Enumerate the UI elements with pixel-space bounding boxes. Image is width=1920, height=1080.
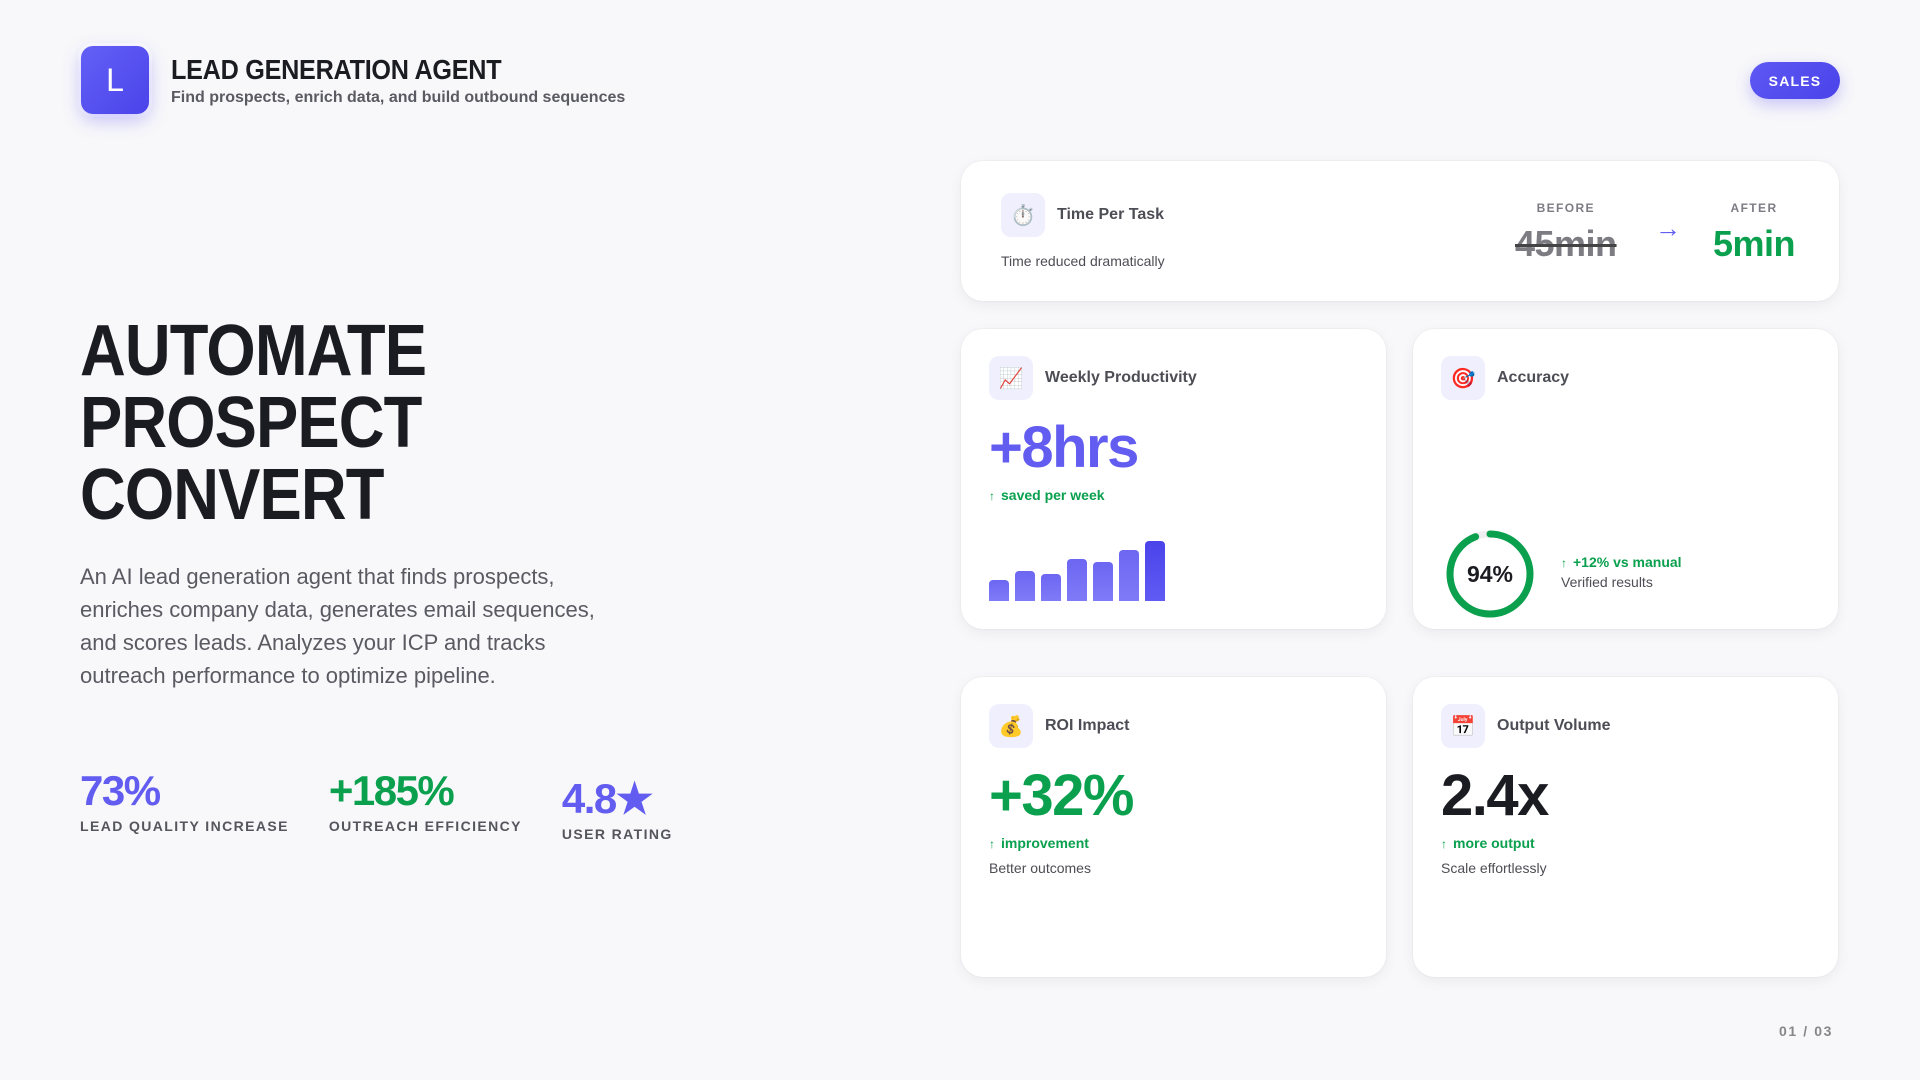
- category-badge[interactable]: SALES: [1750, 62, 1840, 99]
- chart-increasing-icon: 📈: [989, 356, 1033, 400]
- progress-ring: 94%: [1445, 529, 1535, 619]
- metric-note: Verified results: [1561, 574, 1653, 590]
- stats-row: 73% LEAD QUALITY INCREASE +185% OUTREACH…: [80, 768, 713, 843]
- chart-bar: [989, 580, 1009, 601]
- arrow-up-icon: ↑: [989, 837, 995, 851]
- after-block: AFTER 5min: [1713, 201, 1796, 265]
- chart-bar: [1093, 562, 1113, 601]
- chart-bar: [1015, 571, 1035, 601]
- chart-bar: [1145, 541, 1165, 601]
- metric-value: +32%: [989, 763, 1134, 828]
- stat-value: +185%: [328, 767, 455, 814]
- arrow-up-icon: ↑: [989, 489, 995, 503]
- stat-outreach-efficiency: +185% OUTREACH EFFICIENCY: [329, 768, 522, 842]
- card-title: Weekly Productivity: [1045, 369, 1197, 386]
- stat-user-rating: 4.8★ USER RATING: [561, 775, 673, 843]
- stat-value: 73%: [80, 767, 161, 814]
- after-value: 5min: [1713, 223, 1796, 264]
- hero-line: AUTOMATE: [80, 311, 427, 391]
- hero-headline: AUTOMATE PROSPECT CONVERT: [80, 315, 473, 531]
- target-icon: 🎯: [1441, 356, 1485, 400]
- header: L LEAD GENERATION AGENT Find prospects, …: [81, 46, 625, 114]
- card-title: Time Per Task: [1057, 206, 1165, 223]
- metric-value: +8hrs: [989, 415, 1139, 480]
- trend-indicator: ↑ saved per week: [989, 487, 1105, 503]
- after-label: AFTER: [1730, 201, 1778, 215]
- stat-label: OUTREACH EFFICIENCY: [328, 818, 522, 834]
- ring-value: 94%: [1466, 560, 1514, 587]
- before-block: BEFORE 45min: [1515, 201, 1617, 265]
- chart-bar: [1067, 559, 1087, 601]
- stat-value: 4.8★: [561, 775, 654, 822]
- app-title: LEAD GENERATION AGENT: [171, 53, 502, 85]
- stopwatch-icon: ⏱️: [1001, 193, 1045, 237]
- trend-text: saved per week: [1001, 487, 1105, 503]
- hero-line: PROSPECT: [80, 383, 422, 463]
- app-logo: L: [81, 46, 149, 114]
- metric-value: 2.4x: [1441, 763, 1549, 828]
- chart-bar: [1119, 550, 1139, 601]
- trend-indicator: ↑ +12% vs manual: [1561, 554, 1682, 570]
- card-title: ROI Impact: [1045, 717, 1130, 734]
- metric-note: Scale effortlessly: [1441, 860, 1547, 876]
- arrow-up-icon: ↑: [1441, 837, 1447, 851]
- trend-text: improvement: [1001, 835, 1089, 851]
- calendar-icon: 📅: [1441, 704, 1485, 748]
- card-title: Accuracy: [1497, 369, 1570, 386]
- card-accuracy: 🎯 Accuracy 94% ↑ +12% vs manual Verified …: [1413, 329, 1838, 629]
- stat-label: USER RATING: [561, 826, 673, 842]
- app-subtitle: Find prospects, enrich data, and build o…: [171, 88, 626, 106]
- chart-bar: [1041, 574, 1061, 601]
- arrow-right-icon: →: [1655, 213, 1681, 243]
- stat-lead-quality: 73% LEAD QUALITY INCREASE: [80, 768, 289, 842]
- trend-indicator: ↑ improvement: [989, 835, 1089, 851]
- hero-description: An AI lead generation agent that finds p…: [80, 564, 595, 688]
- metric-note: Better outcomes: [989, 860, 1091, 876]
- card-weekly-productivity: 📈 Weekly Productivity +8hrs ↑ saved per w…: [961, 329, 1386, 629]
- before-value: 45min: [1515, 223, 1617, 264]
- card-roi-impact: 💰 ROI Impact +32% ↑ improvement Better ou…: [961, 677, 1386, 977]
- page-indicator: 01 / 03: [1779, 1023, 1834, 1039]
- card-time-per-task: ⏱️ Time Per Task Time reduced dramatical…: [961, 161, 1839, 301]
- trend-indicator: ↑ more output: [1441, 835, 1535, 851]
- stat-label: LEAD QUALITY INCREASE: [80, 818, 289, 834]
- trend-text: +12% vs manual: [1573, 554, 1682, 570]
- hero-line: CONVERT: [80, 455, 385, 535]
- arrow-up-icon: ↑: [1561, 556, 1567, 570]
- money-bag-icon: 💰: [989, 704, 1033, 748]
- card-title: Output Volume: [1497, 717, 1611, 734]
- trend-text: more output: [1453, 835, 1535, 851]
- before-label: BEFORE: [1536, 201, 1595, 215]
- card-subtitle: Time reduced dramatically: [1001, 253, 1165, 269]
- card-output-volume: 📅 Output Volume 2.4x ↑ more output Scale …: [1413, 677, 1838, 977]
- mini-bar-chart: [989, 537, 1171, 601]
